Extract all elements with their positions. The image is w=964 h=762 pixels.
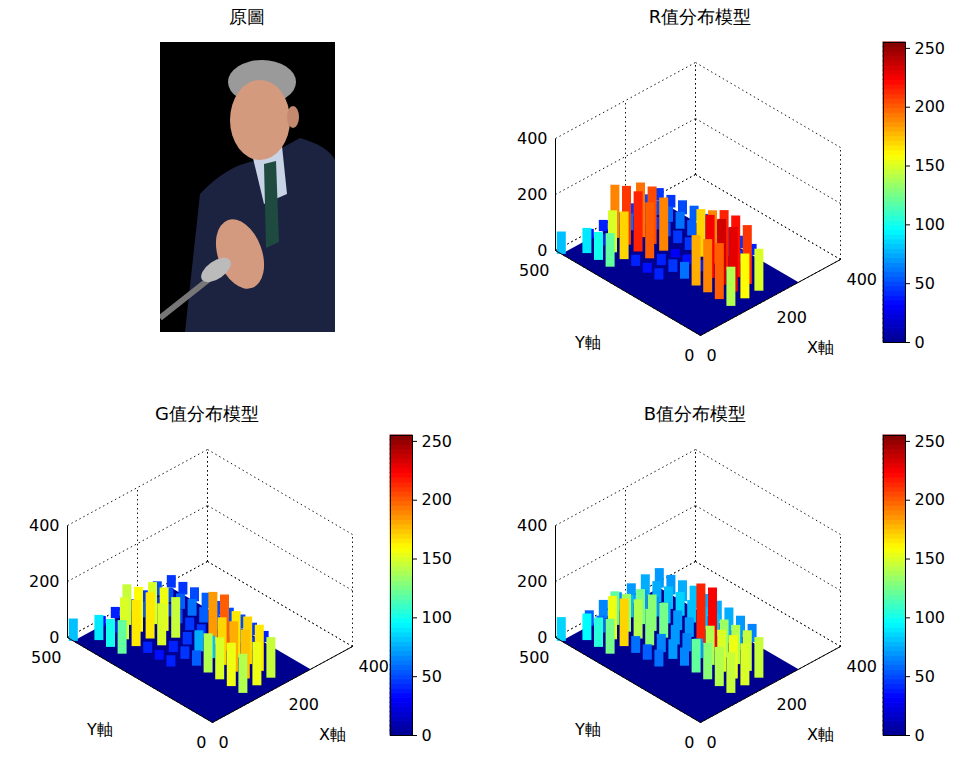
svg-text:0: 0 xyxy=(915,333,925,352)
svg-text:250: 250 xyxy=(915,39,946,58)
svg-text:0: 0 xyxy=(684,733,694,752)
svg-text:200: 200 xyxy=(289,695,320,714)
svg-text:400: 400 xyxy=(847,270,878,289)
svg-text:250: 250 xyxy=(915,432,946,451)
svg-text:Y軸: Y軸 xyxy=(574,333,601,352)
svg-text:0: 0 xyxy=(684,346,694,365)
svg-text:50: 50 xyxy=(422,667,442,686)
svg-text:400: 400 xyxy=(359,657,390,676)
svg-text:400: 400 xyxy=(847,657,878,676)
svg-text:500: 500 xyxy=(519,261,550,280)
svg-text:400: 400 xyxy=(517,516,548,535)
html-text:G值分布模型: G值分布模型 xyxy=(155,403,259,424)
svg-text:0: 0 xyxy=(537,241,547,260)
svg-text:Y軸: Y軸 xyxy=(574,720,601,739)
svg-text:0: 0 xyxy=(707,733,717,752)
svg-text:200: 200 xyxy=(777,695,808,714)
svg-text:150: 150 xyxy=(915,156,946,175)
svg-text:X軸: X軸 xyxy=(319,725,346,744)
svg-text:500: 500 xyxy=(519,648,550,667)
svg-text:200: 200 xyxy=(517,572,548,591)
svg-text:200: 200 xyxy=(422,490,453,509)
svg-text:0: 0 xyxy=(915,726,925,745)
svg-text:200: 200 xyxy=(915,490,946,509)
svg-text:100: 100 xyxy=(915,608,946,627)
svg-text:150: 150 xyxy=(915,549,946,568)
svg-text:50: 50 xyxy=(915,667,935,686)
html-text:原圖: 原圖 xyxy=(229,6,265,27)
svg-text:500: 500 xyxy=(31,648,62,667)
svg-text:200: 200 xyxy=(915,97,946,116)
svg-text:X軸: X軸 xyxy=(807,338,834,357)
svg-text:Y軸: Y軸 xyxy=(86,720,113,739)
svg-text:0: 0 xyxy=(422,726,432,745)
svg-text:400: 400 xyxy=(517,129,548,148)
svg-text:200: 200 xyxy=(517,185,548,204)
svg-text:200: 200 xyxy=(777,308,808,327)
svg-text:X軸: X軸 xyxy=(807,725,834,744)
svg-text:150: 150 xyxy=(422,549,453,568)
svg-text:0: 0 xyxy=(196,733,206,752)
svg-text:250: 250 xyxy=(422,432,453,451)
svg-text:200: 200 xyxy=(29,572,60,591)
svg-text:100: 100 xyxy=(915,215,946,234)
html-text:B值分布模型: B值分布模型 xyxy=(643,403,747,424)
svg-text:100: 100 xyxy=(422,608,453,627)
svg-text:0: 0 xyxy=(49,628,59,647)
svg-text:0: 0 xyxy=(219,733,229,752)
svg-text:400: 400 xyxy=(29,516,60,535)
svg-text:50: 50 xyxy=(915,274,935,293)
svg-text:0: 0 xyxy=(537,628,547,647)
svg-text:0: 0 xyxy=(707,346,717,365)
html-text:R值分布模型: R值分布模型 xyxy=(648,6,752,27)
